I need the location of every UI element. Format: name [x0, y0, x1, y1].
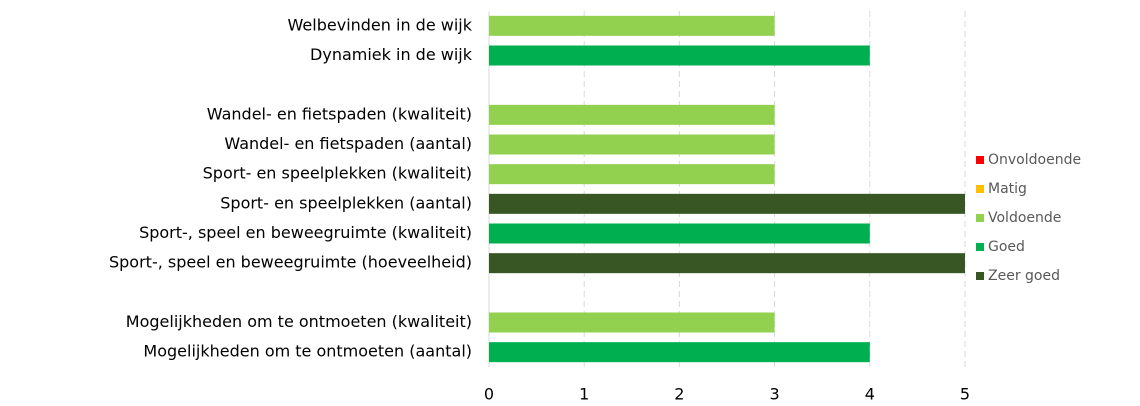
y-tick-label: Mogelijkheden om te ontmoeten (aantal) [143, 342, 472, 361]
x-tick-label: 2 [674, 385, 684, 404]
legend-label: Matig [988, 181, 1027, 197]
y-tick-label: Sport- en speelplekken (aantal) [220, 193, 472, 212]
legend-swatch [976, 214, 984, 222]
bar [489, 104, 775, 125]
bar [489, 312, 775, 333]
x-tick-label: 0 [484, 385, 494, 404]
bar [489, 164, 775, 185]
bar [489, 15, 775, 36]
y-tick-label: Dynamiek in de wijk [310, 45, 473, 64]
y-tick-label: Wandel- en fietspaden (aantal) [224, 134, 472, 153]
bar [489, 253, 965, 274]
bar [489, 193, 965, 214]
legend-swatch [976, 243, 984, 251]
bar [489, 45, 870, 66]
bar [489, 342, 870, 363]
legend-swatch [976, 272, 984, 280]
bar [489, 223, 870, 244]
legend-label: Zeer goed [988, 268, 1060, 284]
x-tick-label: 3 [770, 385, 780, 404]
y-tick-label: Wandel- en fietspaden (kwaliteit) [207, 104, 472, 123]
y-tick-label: Welbevinden in de wijk [288, 15, 473, 34]
legend-label: Onvoldoende [988, 152, 1081, 168]
x-tick-label: 5 [960, 385, 970, 404]
legend-label: Goed [988, 239, 1025, 255]
legend-label: Voldoende [988, 210, 1061, 226]
legend-swatch [976, 185, 984, 193]
y-tick-label: Mogelijkheden om te ontmoeten (kwaliteit… [126, 312, 472, 331]
x-tick-label: 4 [865, 385, 875, 404]
y-tick-label: Sport-, speel en beweegruimte (hoeveelhe… [109, 253, 472, 272]
y-tick-label: Sport- en speelplekken (kwaliteit) [203, 164, 472, 183]
legend-swatch [976, 156, 984, 164]
x-tick-label: 1 [579, 385, 589, 404]
y-tick-label: Sport-, speel en beweegruimte (kwaliteit… [139, 223, 472, 242]
bar [489, 134, 775, 155]
